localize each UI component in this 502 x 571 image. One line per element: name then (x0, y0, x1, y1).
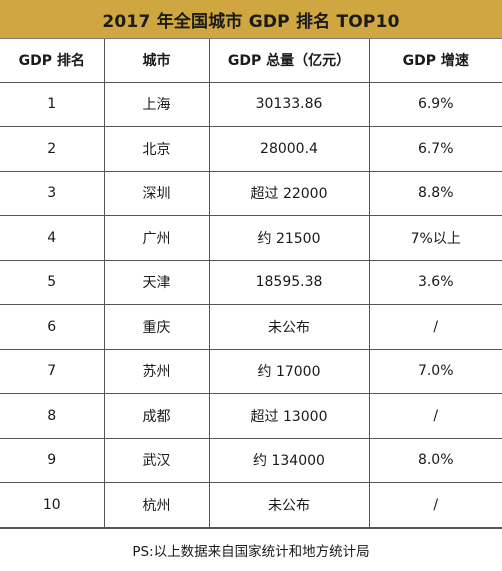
rank-cell: 6 (0, 304, 105, 350)
table-row: 1 上海 30133.86 6.9% (0, 81, 502, 127)
header-rank: GDP 排名 (0, 39, 105, 83)
gdp-total-cell: 28000.4 (208, 126, 370, 172)
rank-cell: 3 (0, 170, 105, 216)
rank-cell: 8 (0, 393, 105, 439)
gdp-growth-cell: 8.0% (368, 437, 502, 483)
header-city: 城市 (103, 39, 210, 83)
header-gdp-growth: GDP 增速 (368, 39, 502, 83)
gdp-total-cell: 约 134000 (208, 437, 370, 483)
rank-cell: 7 (0, 348, 105, 394)
rank-cell: 5 (0, 259, 105, 305)
table-row: 3 深圳 超过 22000 8.8% (0, 170, 502, 216)
table-row: 2 北京 28000.4 6.7% (0, 126, 502, 172)
gdp-total-cell: 约 17000 (208, 348, 370, 394)
table-row: 10 杭州 未公布 / (0, 482, 502, 528)
table-row: 7 苏州 约 17000 7.0% (0, 348, 502, 394)
city-cell: 武汉 (103, 437, 210, 483)
city-cell: 天津 (103, 259, 210, 305)
table-title: 2017 年全国城市 GDP 排名 TOP10 (0, 0, 502, 39)
rank-cell: 9 (0, 437, 105, 483)
gdp-total-cell: 超过 22000 (208, 170, 370, 216)
gdp-growth-cell: / (368, 482, 502, 528)
rank-cell: 1 (0, 81, 105, 127)
gdp-total-cell: 18595.38 (208, 259, 370, 305)
gdp-growth-cell: 6.9% (368, 81, 502, 127)
gdp-total-cell: 未公布 (208, 304, 370, 350)
gdp-growth-cell: 6.7% (368, 126, 502, 172)
table-row: 5 天津 18595.38 3.6% (0, 259, 502, 305)
gdp-total-cell: 约 21500 (208, 215, 370, 261)
gdp-growth-cell: / (368, 304, 502, 350)
gdp-growth-cell: / (368, 393, 502, 439)
header-gdp-total: GDP 总量（亿元） (208, 39, 370, 83)
gdp-total-cell: 30133.86 (208, 81, 370, 127)
gdp-growth-cell: 3.6% (368, 259, 502, 305)
header-row: GDP 排名 城市 GDP 总量（亿元） GDP 增速 (0, 39, 502, 83)
gdp-growth-cell: 7%以上 (368, 215, 502, 261)
city-cell: 深圳 (103, 170, 210, 216)
gdp-growth-cell: 8.8% (368, 170, 502, 216)
table-row: 9 武汉 约 134000 8.0% (0, 437, 502, 483)
gdp-growth-cell: 7.0% (368, 348, 502, 394)
rank-cell: 2 (0, 126, 105, 172)
table-row: 6 重庆 未公布 / (0, 304, 502, 350)
city-cell: 广州 (103, 215, 210, 261)
gdp-ranking-table: GDP 排名 城市 GDP 总量（亿元） GDP 增速 1 上海 30133.8… (0, 39, 502, 528)
table-row: 8 成都 超过 13000 / (0, 393, 502, 439)
rank-cell: 10 (0, 482, 105, 528)
footnote: PS:以上数据来自国家统计和地方统计局 (0, 527, 502, 571)
city-cell: 北京 (103, 126, 210, 172)
city-cell: 杭州 (103, 482, 210, 528)
gdp-total-cell: 未公布 (208, 482, 370, 528)
gdp-total-cell: 超过 13000 (208, 393, 370, 439)
rank-cell: 4 (0, 215, 105, 261)
city-cell: 重庆 (103, 304, 210, 350)
city-cell: 成都 (103, 393, 210, 439)
city-cell: 苏州 (103, 348, 210, 394)
table-row: 4 广州 约 21500 7%以上 (0, 215, 502, 261)
city-cell: 上海 (103, 81, 210, 127)
